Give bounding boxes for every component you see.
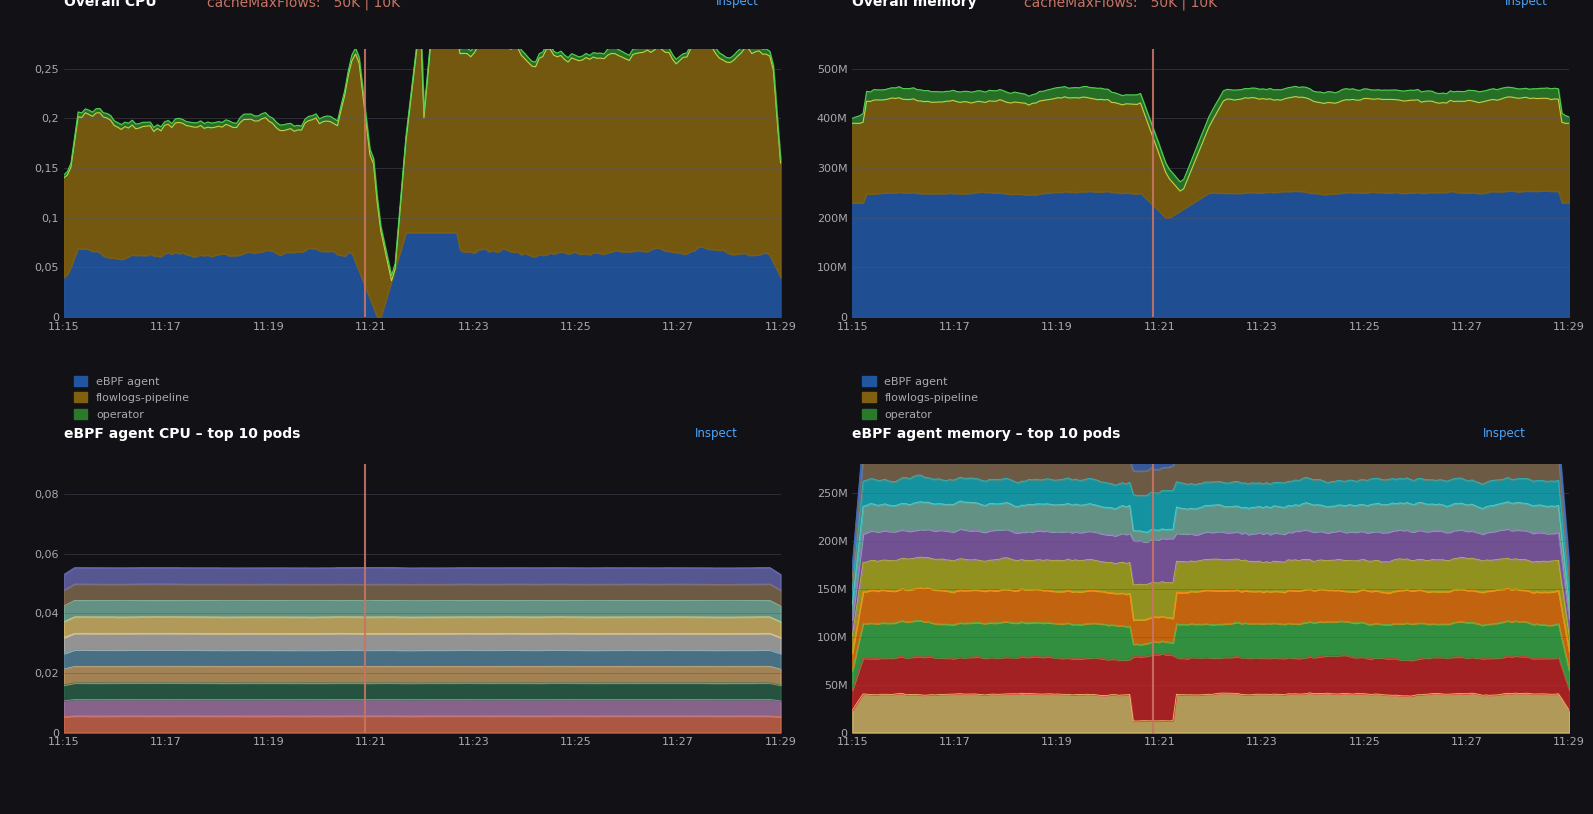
Text: eBPF agent memory – top 10 pods: eBPF agent memory – top 10 pods: [852, 427, 1120, 441]
Text: Inspect: Inspect: [1483, 427, 1526, 440]
Text: Inspect: Inspect: [695, 427, 738, 440]
Text: Overall CPU: Overall CPU: [64, 0, 156, 9]
Legend: eBPF agent, flowlogs-pipeline, operator: eBPF agent, flowlogs-pipeline, operator: [857, 372, 983, 424]
Legend: eBPF agent, flowlogs-pipeline, operator: eBPF agent, flowlogs-pipeline, operator: [68, 372, 194, 424]
Text: eBPF agent CPU – top 10 pods: eBPF agent CPU – top 10 pods: [64, 427, 299, 441]
Text: Overall memory: Overall memory: [852, 0, 977, 9]
Text: Inspect: Inspect: [717, 0, 758, 8]
Text: Inspect: Inspect: [1504, 0, 1547, 8]
Text: cacheMaxFlows:   50K | 10K: cacheMaxFlows: 50K | 10K: [1024, 0, 1217, 10]
Text: cacheMaxFlows:   50K | 10K: cacheMaxFlows: 50K | 10K: [207, 0, 400, 10]
